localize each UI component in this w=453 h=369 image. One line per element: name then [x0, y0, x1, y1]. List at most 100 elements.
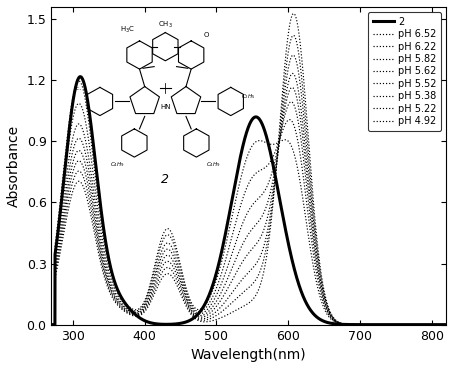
2	[77, 75, 83, 79]
Line: 2: 2	[51, 77, 446, 325]
Line: pH 5.38: pH 5.38	[51, 55, 446, 325]
2	[436, 323, 441, 327]
pH 5.62	[117, 300, 122, 304]
Line: pH 4.92: pH 4.92	[51, 14, 446, 325]
2	[443, 323, 449, 327]
pH 4.92	[443, 323, 449, 327]
pH 5.82	[117, 298, 122, 303]
2	[217, 257, 223, 261]
pH 5.82	[48, 323, 54, 327]
pH 5.22	[291, 33, 296, 38]
pH 5.62	[217, 293, 222, 297]
pH 5.82	[289, 100, 294, 104]
Text: c..: c..	[76, 86, 82, 91]
pH 5.38	[290, 53, 296, 57]
pH 5.62	[48, 323, 54, 327]
pH 6.52	[393, 323, 399, 327]
pH 4.92	[393, 323, 399, 327]
pH 5.22	[200, 318, 205, 323]
pH 5.82	[200, 311, 205, 315]
Text: $C_4H_9$: $C_4H_9$	[110, 160, 125, 169]
Text: H$_3$C: H$_3$C	[120, 25, 135, 35]
pH 5.62	[436, 323, 441, 327]
pH 5.82	[217, 285, 222, 290]
2	[393, 323, 399, 327]
pH 5.38	[393, 323, 399, 327]
Text: 2: 2	[161, 173, 169, 186]
pH 5.52	[436, 323, 441, 327]
pH 5.82	[393, 323, 399, 327]
pH 4.92	[48, 323, 54, 327]
pH 5.38	[443, 323, 449, 327]
pH 5.52	[48, 323, 54, 327]
Text: $C_4H_9$: $C_4H_9$	[206, 160, 221, 169]
Line: pH 5.52: pH 5.52	[51, 73, 446, 325]
pH 6.22	[94, 197, 99, 202]
pH 5.82	[443, 323, 449, 327]
Y-axis label: Absorbance: Absorbance	[7, 125, 21, 207]
pH 5.22	[393, 323, 399, 327]
pH 6.52	[117, 293, 123, 298]
pH 5.62	[289, 85, 295, 90]
pH 4.92	[217, 316, 222, 320]
Line: pH 5.82: pH 5.82	[51, 102, 446, 325]
pH 5.38	[436, 323, 441, 327]
pH 6.22	[48, 323, 54, 327]
pH 6.22	[200, 308, 206, 313]
Line: pH 6.22: pH 6.22	[51, 103, 446, 325]
2	[48, 323, 54, 327]
pH 5.52	[94, 223, 99, 228]
pH 5.38	[117, 303, 122, 307]
pH 6.22	[217, 276, 223, 280]
pH 5.62	[94, 216, 99, 221]
2	[94, 170, 99, 174]
pH 6.22	[443, 323, 449, 327]
pH 4.92	[436, 323, 441, 327]
pH 6.22	[76, 101, 82, 106]
pH 5.82	[436, 323, 441, 327]
pH 5.22	[48, 323, 54, 327]
Line: pH 5.22: pH 5.22	[51, 35, 446, 325]
pH 4.92	[200, 320, 205, 324]
pH 6.52	[443, 323, 449, 327]
pH 5.38	[94, 229, 99, 234]
Text: HN: HN	[160, 104, 171, 110]
2	[117, 293, 123, 297]
pH 5.22	[436, 323, 441, 327]
pH 6.52	[200, 306, 206, 310]
Text: O: O	[204, 32, 209, 38]
pH 5.22	[117, 304, 122, 308]
pH 5.52	[443, 323, 449, 327]
Text: CH$_3$: CH$_3$	[158, 20, 173, 30]
pH 6.52	[217, 266, 223, 270]
pH 6.52	[436, 323, 441, 327]
pH 5.52	[200, 315, 205, 319]
pH 6.52	[94, 184, 99, 189]
pH 4.92	[291, 11, 296, 16]
pH 5.52	[117, 301, 122, 306]
pH 5.22	[443, 323, 449, 327]
pH 4.92	[94, 241, 99, 245]
pH 5.22	[217, 311, 222, 315]
pH 6.22	[436, 323, 441, 327]
pH 6.22	[117, 296, 123, 300]
pH 5.62	[443, 323, 449, 327]
pH 5.38	[217, 306, 222, 310]
pH 6.52	[76, 79, 82, 83]
pH 5.62	[393, 323, 399, 327]
pH 5.52	[393, 323, 399, 327]
pH 6.22	[393, 323, 399, 327]
pH 5.52	[217, 299, 222, 304]
X-axis label: Wavelength(nm): Wavelength(nm)	[191, 348, 307, 362]
pH 5.52	[290, 71, 295, 76]
Legend: 2, pH 6.52, pH 6.22, pH 5.82, pH 5.62, pH 5.52, pH 5.38, pH 5.22, pH 4.92: 2, pH 6.52, pH 6.22, pH 5.82, pH 5.62, p…	[368, 12, 441, 131]
pH 5.62	[200, 313, 205, 317]
pH 4.92	[117, 305, 122, 310]
Text: $C_2H_5$: $C_2H_5$	[241, 92, 255, 101]
Line: pH 5.62: pH 5.62	[51, 87, 446, 325]
pH 5.22	[94, 235, 99, 239]
pH 5.38	[200, 317, 205, 321]
pH 6.52	[48, 323, 54, 327]
2	[200, 306, 206, 310]
Line: pH 6.52: pH 6.52	[51, 81, 446, 325]
